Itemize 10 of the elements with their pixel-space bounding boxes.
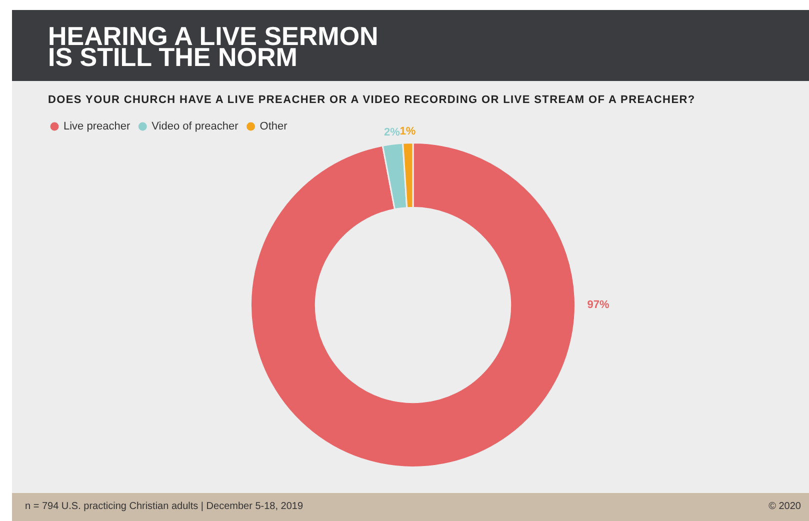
data-label: 97% — [587, 299, 610, 312]
legend-label: Live preacher — [64, 120, 130, 133]
chart-title: HEARING A LIVE SERMON IS STILL THE NORM — [48, 21, 380, 72]
data-label: 2% — [384, 126, 400, 139]
chart-subtitle: DOES YOUR CHURCH HAVE A LIVE PREACHER OR A VIDEO RECORDING OR LIVE STREAM OF A PREACHER? — [48, 94, 696, 107]
text: © 2020 — [768, 501, 801, 513]
legend-label: Other — [260, 120, 288, 133]
data-label: 1% — [400, 125, 416, 138]
legend-label: Video of preacher — [152, 120, 239, 133]
text: n = 794 U.S. practicing Christian adults | December 5-18, 2019 — [25, 501, 304, 513]
